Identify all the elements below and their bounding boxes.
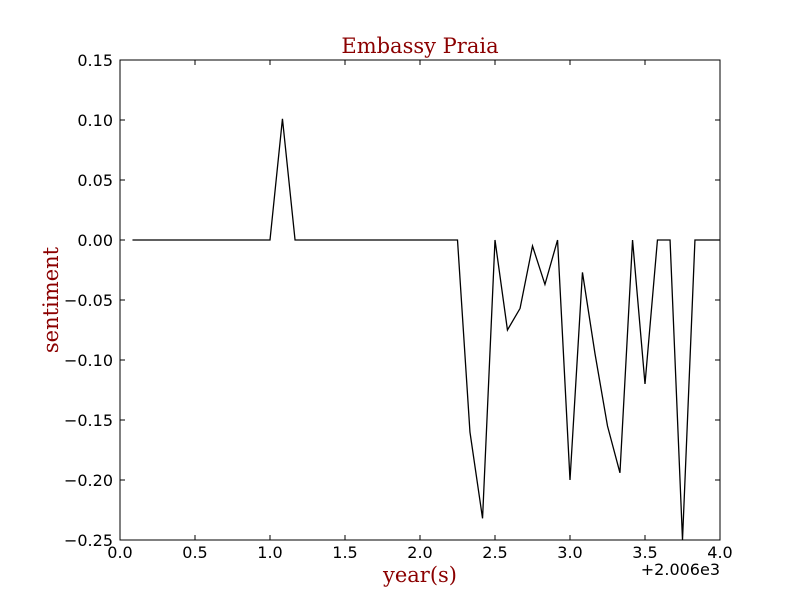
y-tick-label: 0.10 [77,111,113,130]
chart-title: Embassy Praia [341,34,498,58]
x-tick-label: 1.0 [257,543,282,562]
axis-ticks: 0.0 0.5 1.0 1.5 2.0 2.5 3.0 3.5 4.0 0.15 0.10 0.05 0… [64,51,733,562]
y-axis-label: sentiment [39,246,63,353]
x-tick-label: 1.5 [332,543,357,562]
plot-area [119,59,721,541]
y-tick-label: −0.25 [64,531,113,550]
x-tick-label: 3.5 [632,543,657,562]
series-group [132,118,720,541]
x-axis-label: year(s) [382,563,457,587]
x-tick-label: 0.0 [107,543,132,562]
series-line [132,118,720,541]
y-tick-label: 0.05 [77,171,113,190]
y-tick-label: 0.00 [77,231,113,250]
y-tick-label: −0.10 [64,351,113,370]
y-tick-label: −0.05 [64,291,113,310]
y-tick-label: −0.20 [64,471,113,490]
x-tick-label: 0.5 [182,543,207,562]
y-tick-label: −0.15 [64,411,113,430]
x-tick-label: 2.0 [407,543,432,562]
x-tick-label: 2.5 [482,543,507,562]
y-tick-label: 0.15 [77,51,113,70]
x-tick-label: 4.0 [707,543,732,562]
x-tick-label: 3.0 [557,543,582,562]
x-offset-label: +2.006e3 [641,560,720,579]
